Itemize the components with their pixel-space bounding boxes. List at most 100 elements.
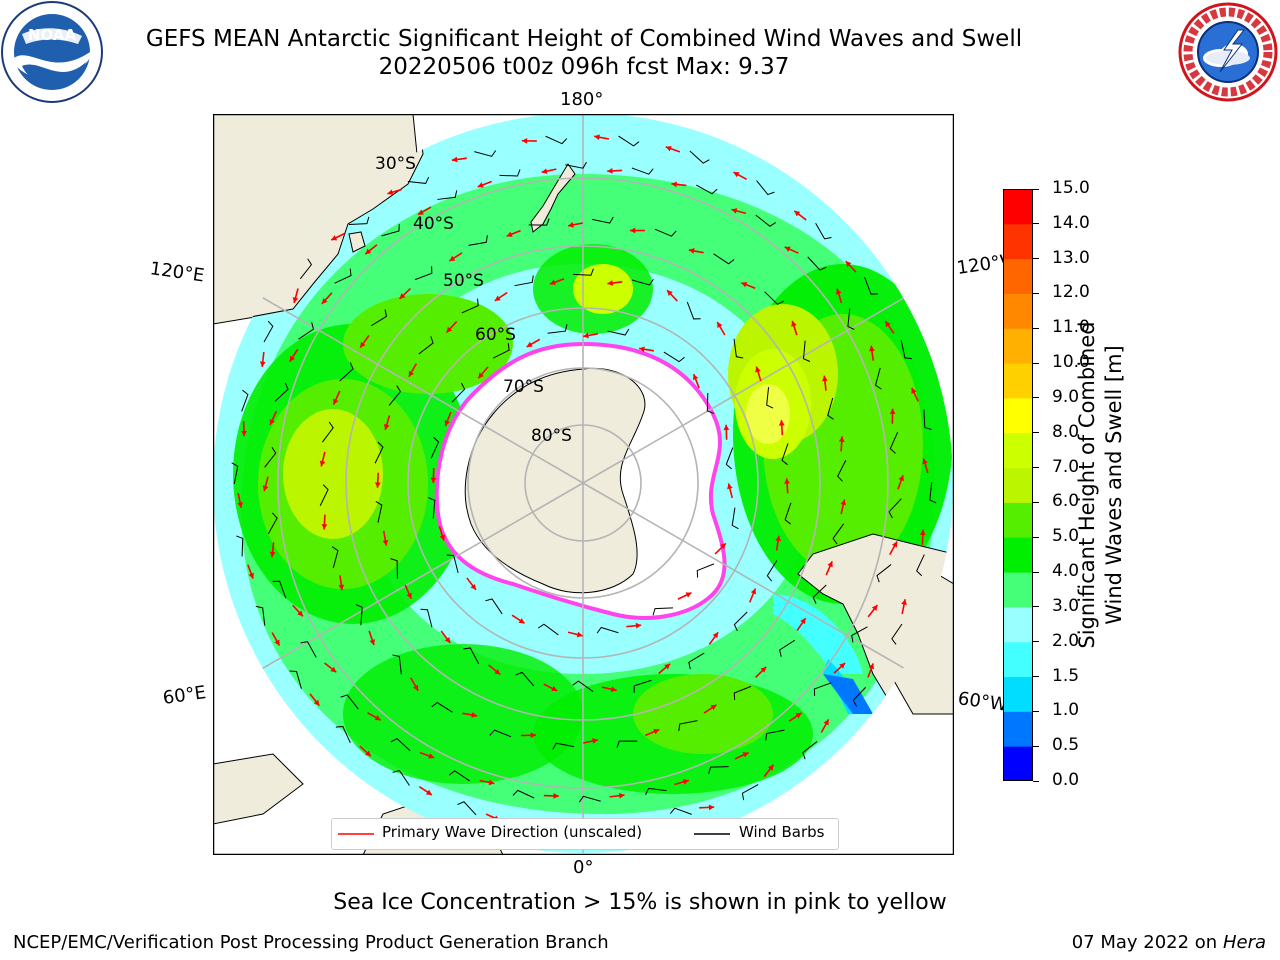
wave-direction-arrowhead	[248, 572, 254, 579]
colorbar-tick-label: 10.0	[1052, 352, 1090, 373]
wave-direction-arrowhead	[583, 332, 589, 339]
wave-direction-arrowhead	[383, 424, 390, 430]
lat-label-40s: 40°S	[413, 214, 454, 234]
colorbar-segment	[1003, 537, 1033, 573]
colorbar-tick-mark	[1033, 327, 1039, 329]
wind-barb	[370, 309, 388, 327]
colorbar-segment	[1003, 711, 1033, 747]
wave-direction-arrowhead	[922, 458, 928, 465]
wave-direction-arrowhead	[549, 279, 556, 285]
lat-label-80s: 80°S	[531, 426, 572, 446]
wave-direction-arrowhead	[688, 248, 695, 254]
wave-direction-arrowhead	[919, 529, 926, 536]
colorbar-tick-mark	[1033, 780, 1039, 782]
wave-direction-arrowhead	[869, 345, 875, 352]
wave-direction-arrowhead	[428, 753, 435, 759]
wave-direction-arrowhead	[733, 172, 740, 178]
wave-direction-arrowhead	[791, 320, 797, 327]
wave-direction-arrowhead	[839, 663, 846, 669]
wind-barb	[552, 742, 574, 750]
credit-line: NCEP/EMC/Verification Post Processing Pr…	[13, 932, 609, 953]
wind-barb	[463, 647, 480, 665]
wind-barb	[596, 626, 619, 634]
colorbar-segment	[1003, 502, 1033, 538]
colorbar-tick-mark	[1033, 501, 1039, 503]
wave-direction-arrowhead	[682, 779, 689, 785]
wind-barb	[319, 484, 329, 506]
wind-barb	[669, 807, 692, 815]
wind-barb	[407, 176, 430, 184]
wave-direction-arrowhead	[274, 639, 280, 646]
colorbar-tick-label: 8.0	[1052, 421, 1080, 442]
colorbar-tick-mark	[1033, 467, 1039, 469]
wave-direction-arrowhead	[444, 637, 451, 643]
chart-subtitle: 20220506 t00z 096h fcst Max: 9.37	[378, 54, 790, 80]
wind-barb	[300, 641, 317, 658]
colorbar-segment	[1003, 467, 1033, 503]
wind-barb	[289, 670, 302, 689]
wave-direction-arrowhead	[330, 666, 337, 673]
wave-direction-arrowhead	[506, 231, 513, 237]
wave-direction-arrowhead	[478, 372, 484, 379]
wave-direction-arrowhead	[767, 764, 774, 771]
wind-barb	[331, 546, 339, 569]
wave-direction-arrowhead	[319, 460, 326, 467]
wind-barb	[678, 720, 698, 732]
wave-direction-arrowhead	[592, 738, 598, 744]
wind-barb	[499, 169, 521, 177]
colorbar-segment	[1003, 676, 1033, 712]
wind-barb	[784, 502, 792, 525]
wind-barb	[591, 216, 614, 224]
wave-direction-arrowhead	[635, 622, 642, 629]
wind-barb	[864, 277, 878, 295]
wave-direction-arrowhead	[712, 632, 719, 639]
colorbar-label: Significant Height of Combined Wind Wave…	[1074, 275, 1128, 695]
wave-direction-arrowhead	[891, 541, 898, 548]
wind-barb	[418, 336, 434, 355]
colorbar-tick-label: 5.0	[1052, 526, 1080, 547]
wave-direction-arrowhead	[755, 366, 761, 373]
wind-barb	[706, 392, 715, 414]
wave-direction-arrowhead	[835, 288, 842, 295]
colorbar-tick-mark	[1033, 258, 1039, 260]
wind-barb	[348, 216, 370, 225]
wave-direction-arrowhead	[413, 684, 419, 691]
colorbar-segment	[1003, 397, 1033, 434]
wave-direction-arrowhead	[526, 341, 533, 347]
wave-direction-arrowhead	[425, 789, 432, 795]
wind-barb	[474, 150, 497, 157]
map-legend: Primary Wave Direction (unscaled) Wind B…	[331, 818, 839, 850]
wave-direction-arrowhead	[439, 534, 446, 541]
machine-name: Hera	[1222, 932, 1266, 953]
lat-label-30s: 30°S	[375, 154, 416, 174]
wave-direction-arrowhead	[374, 715, 381, 721]
wave-direction-arrowhead	[369, 639, 375, 646]
colorbar-segment	[1003, 572, 1033, 608]
wave-direction-arrowhead	[449, 255, 456, 261]
colorbar-tick-mark	[1033, 292, 1039, 294]
wind-barb	[607, 328, 630, 336]
wave-direction-arrowhead	[331, 235, 338, 241]
wind-barb	[812, 584, 827, 604]
wave-direction-arrowhead	[321, 298, 328, 304]
wind-barb	[381, 223, 400, 237]
wind-barb	[827, 397, 834, 420]
colorbar-tick-label: 14.0	[1052, 212, 1090, 233]
colorbar-tick-mark	[1033, 710, 1039, 712]
wind-barb	[900, 340, 912, 360]
wind-barb	[485, 598, 503, 615]
wave-direction-arrowhead	[827, 561, 833, 568]
wind-barb	[802, 741, 818, 760]
wind-barb	[461, 298, 479, 314]
wind-barb	[618, 135, 640, 147]
colorbar-tick-label: 7.0	[1052, 456, 1080, 477]
wave-direction-arrowhead	[671, 181, 677, 188]
colorbar-tick-mark	[1033, 641, 1039, 643]
wind-barb	[392, 654, 402, 675]
wind-barb	[430, 436, 440, 459]
wind-barb	[255, 605, 266, 626]
wave-direction-arrowhead	[365, 750, 371, 757]
wind-barb	[733, 685, 752, 701]
colorbar-label-line2: Wind Waves and Swell [m]	[1102, 345, 1126, 625]
colorbar-tick-mark	[1033, 188, 1039, 190]
